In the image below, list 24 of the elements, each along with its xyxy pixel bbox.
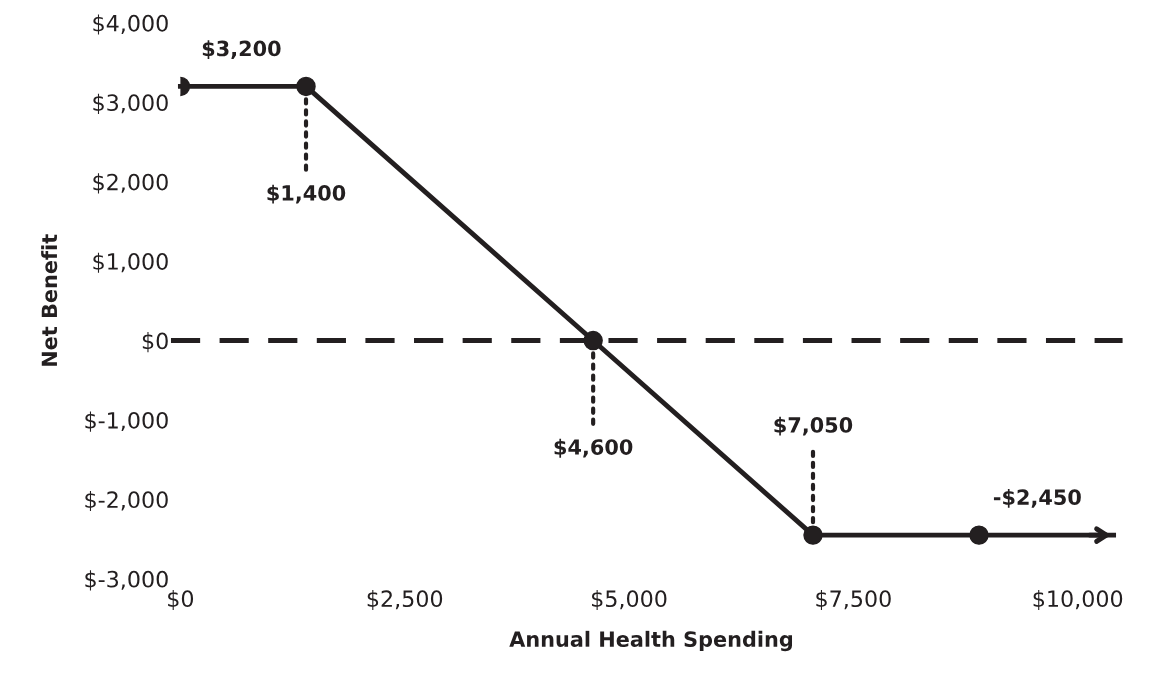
y-tick-label: $-2,000 (85, 490, 168, 512)
annotation: $4,600 (554, 438, 633, 458)
x-tick-label: $0 (168, 589, 194, 611)
y-tick-label: $3,000 (93, 93, 168, 115)
y-tick-label: $-1,000 (85, 411, 168, 432)
x-tick-label: $5,000 (592, 589, 667, 611)
y-axis-title: Net Benefit (41, 234, 58, 366)
x-axis-title: Annual Health Spending (509, 630, 793, 652)
y-tick-label: $2,000 (93, 173, 168, 194)
y-tick-label: $1,000 (93, 252, 168, 273)
y-tick-label: $0 (142, 332, 168, 353)
annotation: $1,400 (267, 184, 346, 204)
point (296, 76, 316, 97)
y-tick-label: $-3,000 (85, 570, 168, 591)
x-tick-label: $2,500 (367, 589, 443, 611)
point (583, 330, 603, 351)
annotation: $3,200 (202, 40, 281, 60)
x-tick-label: $7,500 (816, 589, 891, 611)
point (803, 525, 823, 545)
point (969, 525, 989, 545)
annotation: $7,050 (774, 416, 853, 436)
x-tick-label: $10,000 (1033, 589, 1123, 611)
annotation: -$2,450 (993, 488, 1081, 508)
y-tick-label: $4,000 (93, 14, 168, 35)
